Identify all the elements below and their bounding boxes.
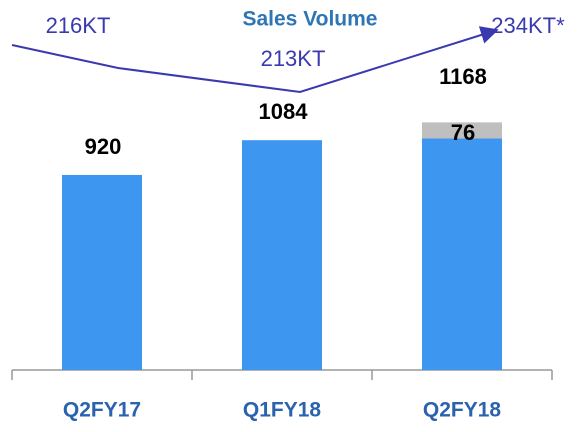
bar-segment (242, 140, 322, 370)
x-tick-label: Q2FY17 (63, 399, 141, 422)
x-tick-label: Q2FY18 (423, 399, 502, 422)
total-label: 920 (85, 134, 122, 159)
annotation: 213KT (261, 46, 326, 71)
bar-segment (422, 138, 502, 370)
trend-arrow (11, 26, 499, 94)
total-label: 1168 (439, 64, 487, 89)
annotation: 234KT* (491, 13, 565, 38)
x-tick-label: Q1FY18 (243, 399, 322, 422)
bar-segment (62, 174, 142, 370)
total-label: 1084 (259, 99, 309, 124)
segment-label: 76 (451, 120, 475, 145)
bar-segment (422, 122, 502, 139)
annotation: 216KT (46, 13, 111, 38)
chart-title: Sales Volume (242, 8, 377, 31)
